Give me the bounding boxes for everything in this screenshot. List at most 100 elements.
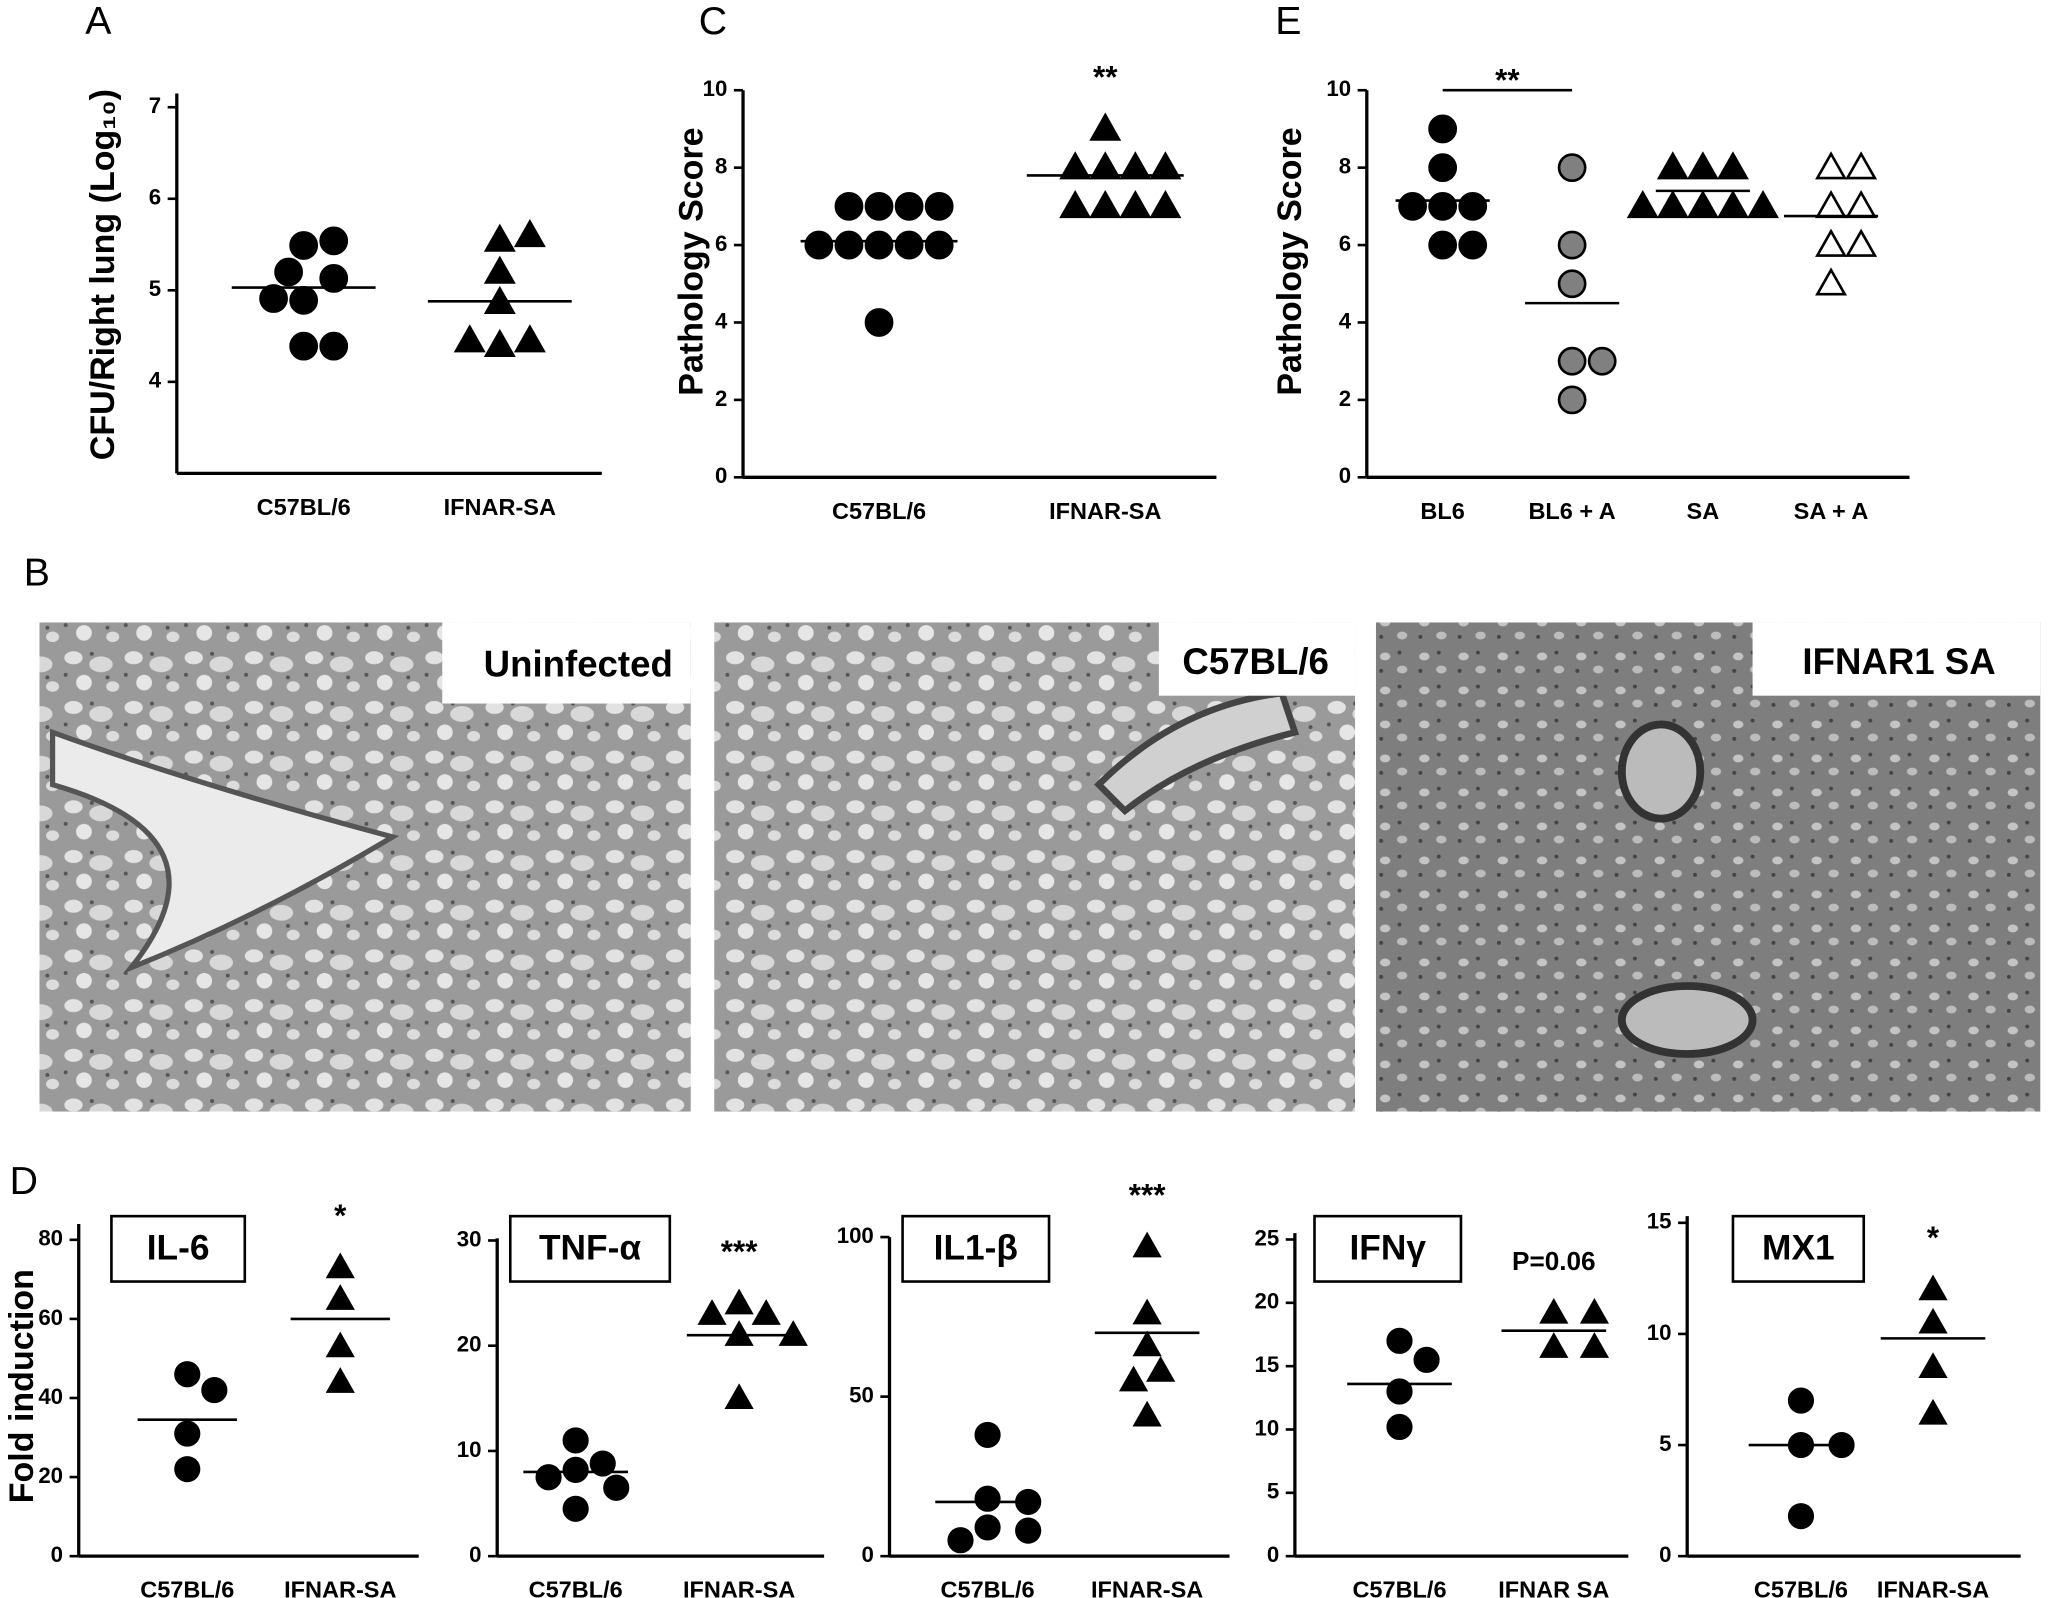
data-point [1089, 189, 1122, 219]
data-point [1539, 1332, 1569, 1358]
x-tick-label: IFNAR-SA [1091, 1577, 1203, 1598]
data-point [1132, 1298, 1162, 1325]
significance-label: ** [1093, 60, 1118, 95]
significance-label: *** [1129, 1177, 1166, 1212]
airway [1094, 689, 1300, 816]
y-tick-label: 40 [38, 1384, 63, 1409]
y-tick-label: 25 [1254, 1225, 1279, 1250]
data-point [1458, 230, 1488, 260]
data-point [924, 230, 954, 260]
data-point [325, 1367, 355, 1393]
chart-title: TNF-α [539, 1228, 641, 1267]
data-point [1386, 1378, 1413, 1405]
data-point [924, 191, 954, 221]
panel-label: D [10, 1159, 38, 1203]
y-tick-label: 4 [715, 308, 728, 333]
y-tick-label: 0 [51, 1542, 63, 1567]
data-point [864, 230, 894, 260]
y-tick-label: 10 [703, 76, 728, 101]
data-point [1146, 1356, 1176, 1382]
x-tick-label: C57BL/6 [941, 1577, 1035, 1598]
data-point [1918, 1274, 1948, 1301]
y-tick-label: 0 [861, 1542, 873, 1567]
data-point [1918, 1352, 1948, 1378]
y-tick-label: 6 [1339, 231, 1351, 256]
data-point [289, 231, 319, 260]
data-point [724, 1288, 754, 1315]
panel-label: B [24, 551, 50, 595]
data-point [1579, 1332, 1610, 1358]
y-tick-label: 10 [457, 1437, 482, 1462]
chart-title: MX1 [1762, 1228, 1835, 1267]
data-point [1787, 1503, 1815, 1530]
data-point [1716, 189, 1749, 219]
x-tick-label: BL6 [1420, 498, 1464, 524]
y-tick-label: 100 [837, 1223, 874, 1248]
data-point [1413, 1346, 1440, 1373]
data-point [319, 226, 349, 256]
data-point [1686, 151, 1719, 180]
y-tick-label: 20 [38, 1463, 63, 1488]
y-axis-title: CFU/Right lung (Log₁₀) [84, 89, 122, 460]
data-point [1579, 1297, 1610, 1324]
data-point [201, 1377, 228, 1404]
data-point [1587, 346, 1617, 376]
panel-label: A [85, 0, 112, 43]
label-box [1731, 1214, 1866, 1283]
data-point [751, 1299, 781, 1325]
label-box [1313, 1214, 1463, 1283]
data-point [174, 1456, 201, 1483]
y-tick-label: 80 [38, 1226, 63, 1251]
x-tick-label: IFNAR SA [1498, 1577, 1609, 1598]
data-point [697, 1299, 727, 1325]
y-tick-label: 10 [1254, 1415, 1279, 1440]
y-axis-title: Pathology Score [672, 127, 710, 395]
data-point [603, 1474, 630, 1501]
data-point [1686, 189, 1719, 219]
data-point [804, 230, 834, 260]
data-point [259, 284, 288, 313]
data-point [589, 1450, 616, 1477]
data-point [1428, 191, 1458, 221]
data-point [1119, 151, 1152, 180]
x-tick-label: C57BL/6 [1352, 1577, 1446, 1598]
y-tick-label: 2 [715, 386, 727, 411]
x-tick-label: C57BL/6 [1754, 1577, 1848, 1598]
y-axis-title: Fold induction [3, 1269, 41, 1503]
data-point [1059, 189, 1092, 219]
label-box [110, 1214, 247, 1283]
y-tick-label: 15 [1254, 1352, 1279, 1377]
data-point [325, 1331, 355, 1358]
data-point [1428, 153, 1458, 183]
y-tick-label: 15 [1647, 1209, 1672, 1234]
y-tick-label: 6 [715, 231, 727, 256]
x-tick-label: C57BL/6 [832, 498, 926, 524]
data-point [1557, 346, 1587, 376]
data-point [864, 308, 894, 337]
data-point [1918, 1398, 1948, 1425]
data-point [974, 1485, 1001, 1512]
y-tick-label: 10 [1647, 1320, 1672, 1345]
data-point [1845, 228, 1878, 257]
airway [1617, 720, 1705, 823]
data-point [1119, 189, 1152, 219]
data-point [778, 1320, 808, 1346]
significance-label: ** [1495, 63, 1520, 98]
data-point [1557, 230, 1587, 260]
data-point [483, 255, 516, 284]
significance-label: * [334, 1198, 347, 1233]
data-point [1149, 151, 1182, 180]
data-point [1815, 189, 1848, 219]
data-point [1557, 153, 1587, 183]
data-point [513, 324, 546, 353]
data-point [289, 285, 319, 315]
data-point [174, 1420, 201, 1447]
data-point [1132, 1231, 1162, 1258]
data-point [535, 1464, 562, 1491]
data-point [274, 257, 304, 287]
data-point [724, 1383, 754, 1410]
data-point [453, 324, 486, 353]
panel-label: E [1275, 0, 1301, 43]
chart-title: IL-6 [147, 1228, 210, 1267]
y-tick-label: 8 [715, 154, 727, 179]
